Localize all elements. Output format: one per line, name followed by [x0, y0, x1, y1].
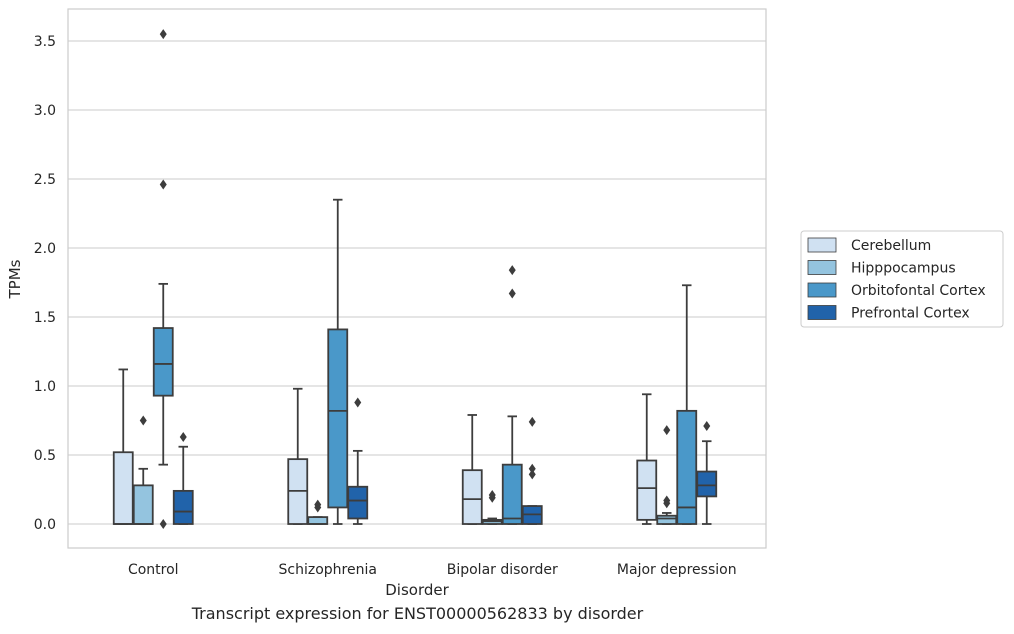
box-hipppocampus	[656, 425, 678, 525]
box-iqr	[347, 485, 369, 520]
x-tick-label: Control	[128, 562, 179, 578]
y-tick-labels: 0.0 0.5 1.0 1.5 2.0 2.5 3.0 3.5	[34, 34, 56, 533]
outlier-marker	[528, 416, 536, 427]
box-cerebellum	[112, 368, 134, 525]
box-iqr	[461, 469, 483, 525]
legend-label: Prefrontal Cortex	[851, 306, 970, 322]
x-tick-label: Schizophrenia	[279, 562, 377, 578]
outlier-marker	[663, 425, 671, 436]
box-hipppocampus	[481, 490, 503, 525]
y-tick-label: 3.5	[34, 34, 56, 50]
box-plot-chart: 0.0 0.5 1.0 1.5 2.0 2.5 3.0 3.5 Control Schizoph…	[6, 8, 1004, 599]
boxes	[112, 29, 718, 529]
y-tick-label: 1.0	[34, 379, 56, 395]
box-iqr	[112, 451, 134, 525]
outlier-marker	[314, 499, 322, 510]
legend-label: Hipppocampus	[851, 261, 956, 277]
outlier-marker	[508, 288, 516, 299]
legend-swatch	[807, 237, 837, 253]
figure-caption: Transcript expression for ENST0000056283…	[191, 604, 644, 623]
box-hipppocampus	[307, 499, 329, 525]
outlier-marker	[179, 432, 187, 443]
box-prefrontal-cortex	[521, 416, 543, 525]
box-prefrontal-cortex	[347, 397, 369, 525]
box-iqr	[696, 470, 718, 498]
legend-label: Orbitofontal Cortex	[851, 283, 986, 299]
outlier-marker	[528, 469, 536, 480]
box-iqr	[327, 328, 349, 509]
y-tick-label: 1.5	[34, 310, 56, 326]
x-tick-label: Major depression	[617, 562, 737, 578]
outlier-marker	[508, 265, 516, 276]
box-prefrontal-cortex	[172, 432, 194, 525]
outlier-marker	[703, 421, 711, 432]
y-tick-label: 0.5	[34, 448, 56, 464]
outlier-marker	[159, 29, 167, 40]
box-cerebellum	[636, 393, 658, 525]
x-axis-title: Disorder	[385, 581, 449, 599]
x-tick-label: Bipolar disorder	[447, 562, 558, 578]
x-tick-labels: Control Schizophrenia Bipolar disorder Majo…	[128, 562, 737, 578]
box-orbitofontal-cortex	[501, 265, 523, 525]
legend: Cerebellum Hipppocampus Orbitofontal Corte…	[800, 230, 1004, 328]
y-tick-label: 2.0	[34, 241, 56, 257]
box-iqr	[676, 409, 698, 525]
y-tick-label: 0.0	[34, 517, 56, 533]
legend-swatch	[807, 260, 837, 275]
box-orbitofontal-cortex	[152, 29, 174, 529]
outlier-marker	[159, 519, 167, 529]
outlier-marker	[159, 179, 167, 190]
outlier-marker	[354, 397, 362, 408]
box-hipppocampus	[132, 415, 154, 525]
box-iqr	[501, 463, 523, 525]
box-iqr	[152, 327, 174, 397]
outlier-marker	[528, 463, 536, 474]
box-orbitofontal-cortex	[676, 284, 698, 525]
plot-frame	[67, 8, 767, 549]
y-tick-label: 3.0	[34, 103, 56, 119]
box-cerebellum	[461, 414, 483, 525]
legend-swatch	[807, 282, 837, 298]
outlier-marker	[139, 415, 147, 426]
legend-frame	[800, 230, 1004, 328]
box-iqr	[172, 489, 194, 525]
outlier-marker	[663, 495, 671, 506]
box-cerebellum	[287, 387, 309, 525]
box-iqr	[636, 459, 658, 521]
box-iqr	[307, 516, 329, 525]
box-orbitofontal-cortex	[327, 198, 349, 525]
box-prefrontal-cortex	[696, 421, 718, 525]
box-iqr	[132, 484, 154, 525]
legend-label: Cerebellum	[851, 238, 931, 254]
outlier-marker	[488, 490, 496, 501]
legend-swatch	[807, 305, 837, 320]
grid-lines	[68, 40, 766, 525]
box-iqr	[656, 514, 678, 525]
y-tick-label: 2.5	[34, 172, 56, 188]
y-axis-title: TPMs	[6, 259, 24, 299]
